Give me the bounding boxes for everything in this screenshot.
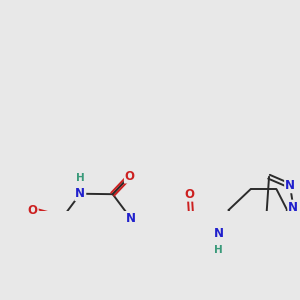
Text: O: O bbox=[125, 169, 135, 183]
Text: N: N bbox=[288, 201, 298, 214]
Text: O: O bbox=[28, 203, 38, 217]
Text: N: N bbox=[285, 179, 295, 192]
Text: N: N bbox=[214, 227, 224, 240]
Text: N: N bbox=[75, 187, 85, 200]
Text: O: O bbox=[185, 188, 195, 201]
Text: H: H bbox=[214, 245, 223, 255]
Text: N: N bbox=[126, 212, 136, 225]
Text: H: H bbox=[76, 173, 85, 183]
